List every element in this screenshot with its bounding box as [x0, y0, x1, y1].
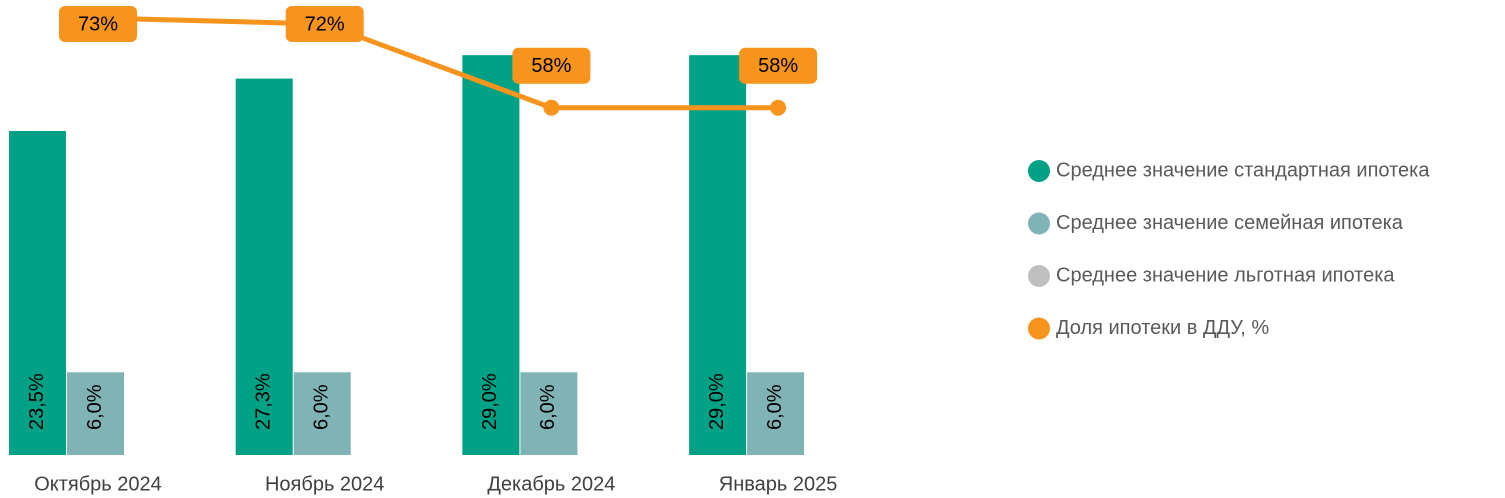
legend-marker	[1028, 317, 1050, 340]
x-tick-label: Ноябрь 2024	[265, 473, 384, 495]
line-value-label: 73%	[78, 13, 118, 35]
bar-value-label: 29,0%	[706, 373, 728, 430]
bar-value-label: 6,0%	[537, 384, 559, 430]
x-tick-label: Январь 2025	[719, 473, 838, 495]
bar-value-label: 6,0%	[764, 384, 786, 430]
bar-value-label: 6,0%	[310, 384, 332, 430]
legend-marker	[1028, 160, 1050, 182]
bar-value-label: 27,3%	[252, 373, 274, 430]
legend-label: Среднее значение льготная ипотека	[1056, 264, 1395, 286]
label-box	[512, 47, 591, 84]
label-box	[285, 6, 364, 42]
line	[97, 15, 779, 111]
x-tick-label: Декабрь 2024	[487, 473, 615, 495]
bar	[9, 130, 66, 455]
label-box	[59, 6, 137, 42]
bar	[462, 55, 520, 455]
legend-marker	[1028, 265, 1050, 287]
legend-label: Среднее значение стандартная ипотека	[1056, 159, 1430, 181]
bar-value-label: 6,0%	[84, 384, 106, 430]
bar	[520, 372, 578, 455]
line-point	[543, 99, 560, 116]
line-value-label: 58%	[531, 55, 571, 77]
bar	[293, 372, 351, 455]
line-point	[770, 99, 787, 116]
bar	[747, 372, 805, 455]
legend-label: Среднее значение семейная ипотека	[1056, 212, 1404, 234]
line-value-label: 72%	[305, 13, 345, 35]
label-box	[739, 47, 818, 84]
x-tick-label: Октябрь 2024	[34, 473, 162, 495]
bar	[689, 55, 747, 455]
legend-label: Доля ипотеки в ДДУ, %	[1056, 317, 1269, 339]
bar	[235, 78, 293, 455]
bar	[67, 372, 124, 455]
bar-value-label: 23,5%	[26, 373, 48, 430]
legend-marker	[1028, 212, 1050, 235]
bar-value-label: 29,0%	[479, 373, 501, 430]
line-value-label: 58%	[758, 55, 798, 77]
